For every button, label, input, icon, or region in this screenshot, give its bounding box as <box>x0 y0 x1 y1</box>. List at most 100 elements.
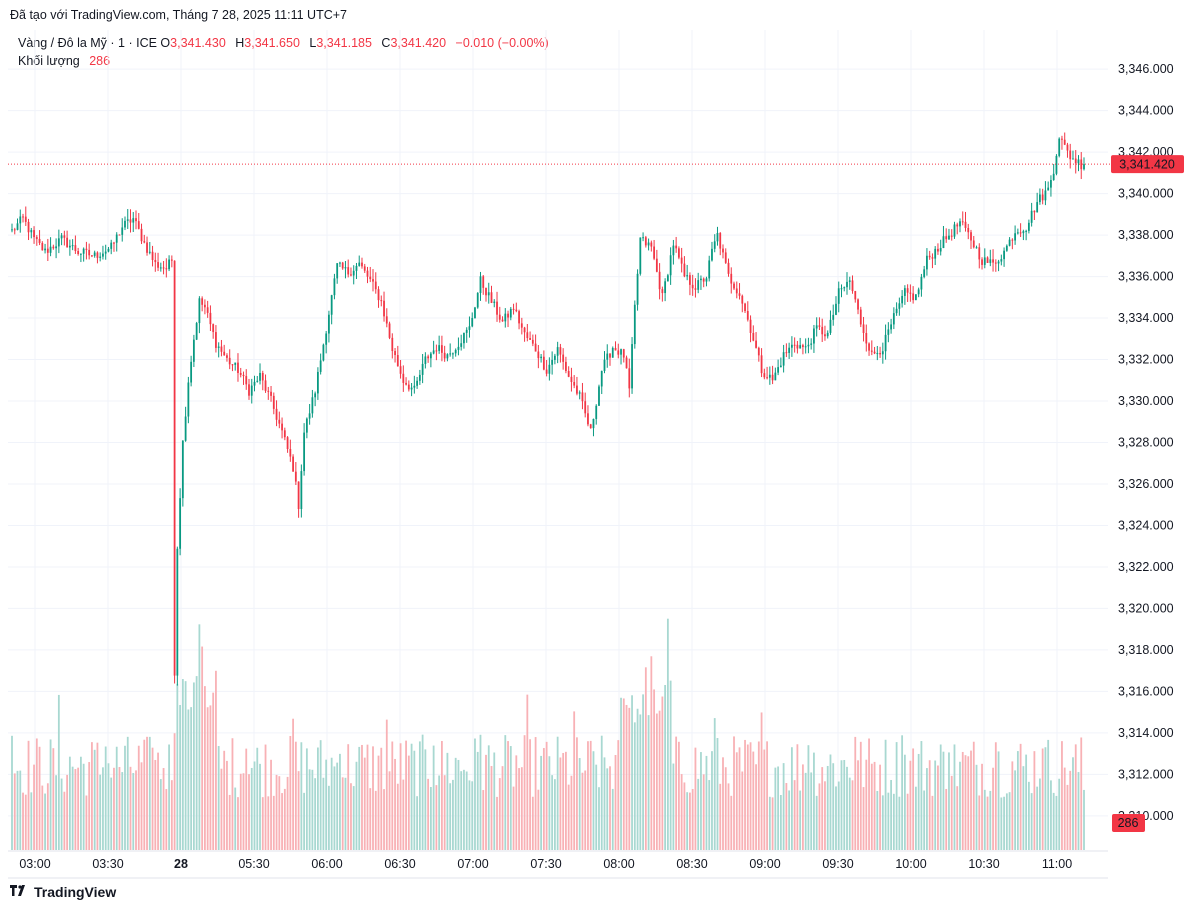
volume-bar <box>584 770 587 850</box>
volume-bar <box>305 748 308 850</box>
volume-bar <box>77 767 80 850</box>
candle-body <box>631 344 633 389</box>
volume-bar <box>540 755 543 850</box>
volume-bar <box>755 764 757 850</box>
volume-bar <box>363 757 366 850</box>
volume-bar <box>352 786 355 850</box>
candle-body <box>1000 259 1003 262</box>
candle-body <box>700 278 702 281</box>
volume-bar <box>374 790 377 850</box>
candle-body <box>239 373 242 375</box>
volume-bar <box>366 744 369 850</box>
candle-body <box>429 353 432 359</box>
volume-bar <box>407 755 410 850</box>
volume-bar <box>567 784 570 850</box>
candle-body <box>270 391 272 396</box>
candle-body <box>215 332 217 348</box>
candle-body <box>848 280 851 282</box>
symbol-label[interactable]: Vàng / Đô la Mỹ · 1 · ICE <box>18 36 157 50</box>
volume-bar <box>74 769 77 850</box>
candle-body <box>93 252 96 256</box>
candle-body <box>380 300 383 302</box>
candle-body <box>1055 155 1058 174</box>
candle-body <box>366 270 369 277</box>
y-tick-label: 3,312.000 <box>1118 767 1174 781</box>
candle-body <box>545 369 548 374</box>
volume-bar <box>942 751 945 850</box>
volume-bar <box>788 790 791 850</box>
volume-bar <box>446 752 449 850</box>
volume-bar <box>402 779 405 850</box>
candle-body <box>383 300 385 317</box>
volume-bar <box>661 696 664 850</box>
y-tick-label: 3,340.000 <box>1118 187 1174 201</box>
volume-bar <box>752 751 755 850</box>
volume-bar <box>1058 778 1061 850</box>
volume-bar <box>234 787 237 850</box>
candle-body <box>711 248 713 261</box>
candle-body <box>283 430 286 438</box>
volume-bar <box>151 747 154 850</box>
candle-body <box>286 437 289 450</box>
volume-bar <box>286 776 289 850</box>
volume-bar <box>1072 757 1074 850</box>
candle-body <box>926 255 928 270</box>
volume-bar <box>509 746 512 850</box>
volume-bar <box>881 795 884 850</box>
volume-bar <box>959 761 961 850</box>
volume-bar <box>700 752 702 850</box>
volume-bar <box>702 774 705 850</box>
candle-body <box>256 380 259 382</box>
volume-bar <box>565 751 567 850</box>
candle-body <box>339 262 341 264</box>
brand-footer: TradingView <box>10 884 116 900</box>
candle-body <box>986 257 989 263</box>
volume-bar <box>341 777 344 850</box>
candle-body <box>948 235 950 240</box>
volume-bar <box>454 757 457 850</box>
candle-body <box>217 346 220 348</box>
volume-bar <box>865 759 868 850</box>
volume-bar <box>192 682 195 850</box>
candle-body <box>289 449 292 457</box>
candle-body <box>281 423 283 431</box>
candle-body <box>424 356 427 364</box>
candle-body <box>151 251 154 260</box>
candle-body <box>104 251 107 254</box>
volume-bar <box>267 796 270 850</box>
candle-body <box>573 382 576 386</box>
volume-bar <box>452 779 454 850</box>
candle-body <box>857 299 859 310</box>
candle-body <box>937 248 939 252</box>
volume-bar <box>146 736 148 850</box>
volume-bar <box>653 689 655 850</box>
candle-body <box>677 248 680 258</box>
candle-body <box>63 235 66 238</box>
x-tick-label: 10:00 <box>895 857 926 871</box>
volume-bar <box>270 759 272 850</box>
candle-body <box>248 384 250 396</box>
candle-body <box>1019 232 1022 234</box>
candle-body <box>132 218 135 223</box>
volume-bar <box>135 770 137 850</box>
candle-body <box>57 238 60 247</box>
volume-bar <box>421 734 424 850</box>
volume-bar <box>727 783 730 850</box>
volume-bar <box>868 738 870 850</box>
y-tick-label: 3,322.000 <box>1118 560 1174 574</box>
volume-bar <box>148 736 151 850</box>
volume-bar <box>686 792 689 850</box>
candle-body <box>498 314 501 320</box>
candle-body <box>96 252 99 258</box>
volume-label[interactable]: Khối lượng <box>18 54 80 68</box>
volume-bar <box>143 739 146 850</box>
candle-body <box>107 248 110 252</box>
candle-body <box>173 260 176 676</box>
candle-body <box>628 368 631 389</box>
candle-body <box>267 390 270 392</box>
x-tick-label: 09:00 <box>749 857 780 871</box>
volume-bar <box>967 756 970 850</box>
candle-body <box>474 307 476 319</box>
candle-body <box>129 219 132 223</box>
